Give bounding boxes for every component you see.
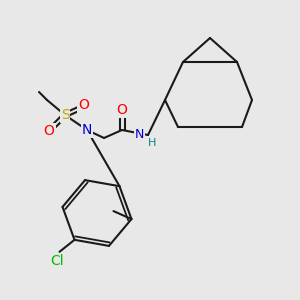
Text: N: N bbox=[135, 128, 144, 142]
Text: Cl: Cl bbox=[51, 254, 64, 268]
Text: O: O bbox=[117, 103, 128, 117]
Text: O: O bbox=[44, 124, 54, 138]
Text: S: S bbox=[61, 108, 69, 122]
Text: N: N bbox=[82, 123, 92, 137]
Text: O: O bbox=[79, 98, 89, 112]
Text: H: H bbox=[148, 138, 156, 148]
